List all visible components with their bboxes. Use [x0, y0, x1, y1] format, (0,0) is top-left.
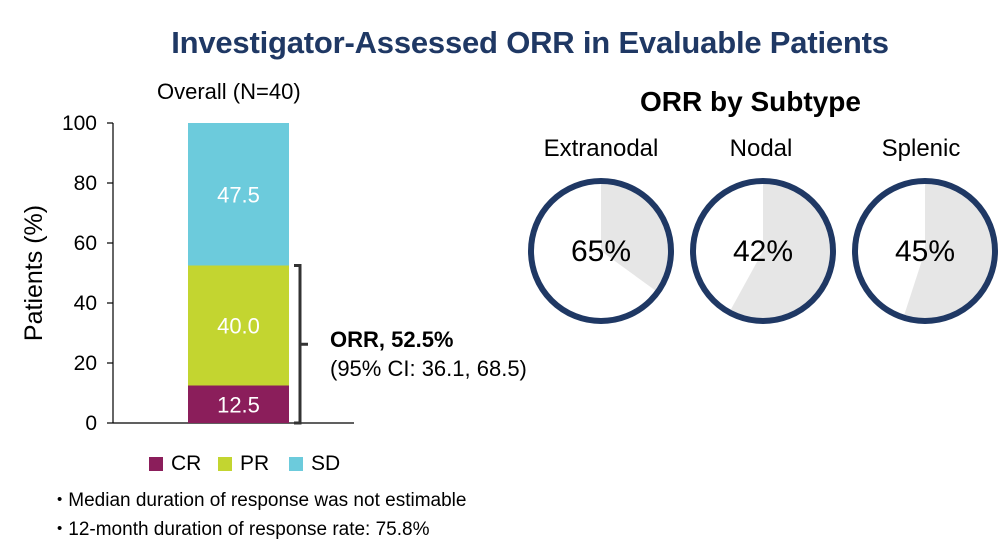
legend-label-sd: SD	[311, 452, 341, 475]
stacked-bar-chart: 0 20 40 60 80 100 Patients (%) 12.5 40.0 47.5	[20, 112, 354, 435]
orr-annotation-label: ORR, 52.5%	[330, 327, 454, 352]
y-tick-label: 100	[62, 112, 97, 135]
overall-label: Overall (N=40)	[157, 79, 301, 104]
orr-annotation: ORR, 52.5% (95% CI: 36.1, 68.5)	[330, 325, 527, 383]
y-tick-label: 40	[74, 292, 97, 315]
data-label-sd: 47.5	[217, 182, 260, 207]
bar-segment-sd	[188, 123, 289, 266]
donut-value-extranodal: 65%	[571, 235, 631, 268]
orr-bracket	[294, 264, 302, 425]
legend-swatch-pr	[218, 457, 232, 471]
donut-label-extranodal: Extranodal	[543, 135, 659, 162]
page-title: Investigator-Assessed ORR in Evaluable P…	[171, 25, 889, 60]
legend-item-pr: PR	[218, 452, 269, 476]
donut-ring-extranodal	[528, 178, 674, 324]
pie-slice-splenic	[857, 184, 925, 315]
bullet-list: Median duration of response was not esti…	[57, 487, 466, 545]
legend-label-pr: PR	[240, 452, 270, 475]
y-axis-label: Patients (%)	[20, 205, 48, 341]
donut-ring-splenic	[852, 178, 998, 324]
pie-slice-extranodal	[534, 184, 656, 318]
y-tick-label: 0	[85, 412, 97, 435]
subtype-title: ORR by Subtype	[640, 86, 861, 117]
data-label-cr: 12.5	[217, 392, 260, 417]
legend-label-cr: CR	[171, 452, 202, 475]
legend-item-cr: CR	[149, 452, 201, 476]
donut-ring-nodal	[690, 178, 836, 324]
y-tick-label: 20	[74, 352, 97, 375]
pie-slice-nodal	[696, 184, 763, 310]
donut-label-splenic: Splenic	[881, 135, 961, 162]
legend-swatch-cr	[149, 457, 163, 471]
bullet-item: 12-month duration of response rate: 75.8…	[57, 516, 466, 545]
y-tick-label: 60	[74, 232, 97, 255]
data-label-pr: 40.0	[217, 314, 260, 339]
orr-annotation-ci: (95% CI: 36.1, 68.5)	[330, 356, 527, 381]
y-tick-label: 80	[74, 172, 97, 195]
donut-label-nodal: Nodal	[729, 135, 793, 162]
legend-swatch-sd	[289, 457, 303, 471]
subtype-donut-charts: 65% 42% 45%	[528, 178, 998, 324]
donut-value-splenic: 45%	[895, 235, 955, 268]
legend-item-sd: SD	[289, 452, 340, 476]
bar-segment-pr	[188, 265, 289, 386]
bar-segment-cr	[188, 385, 289, 423]
bullet-item: Median duration of response was not esti…	[57, 487, 466, 516]
donut-value-nodal: 42%	[733, 235, 793, 268]
